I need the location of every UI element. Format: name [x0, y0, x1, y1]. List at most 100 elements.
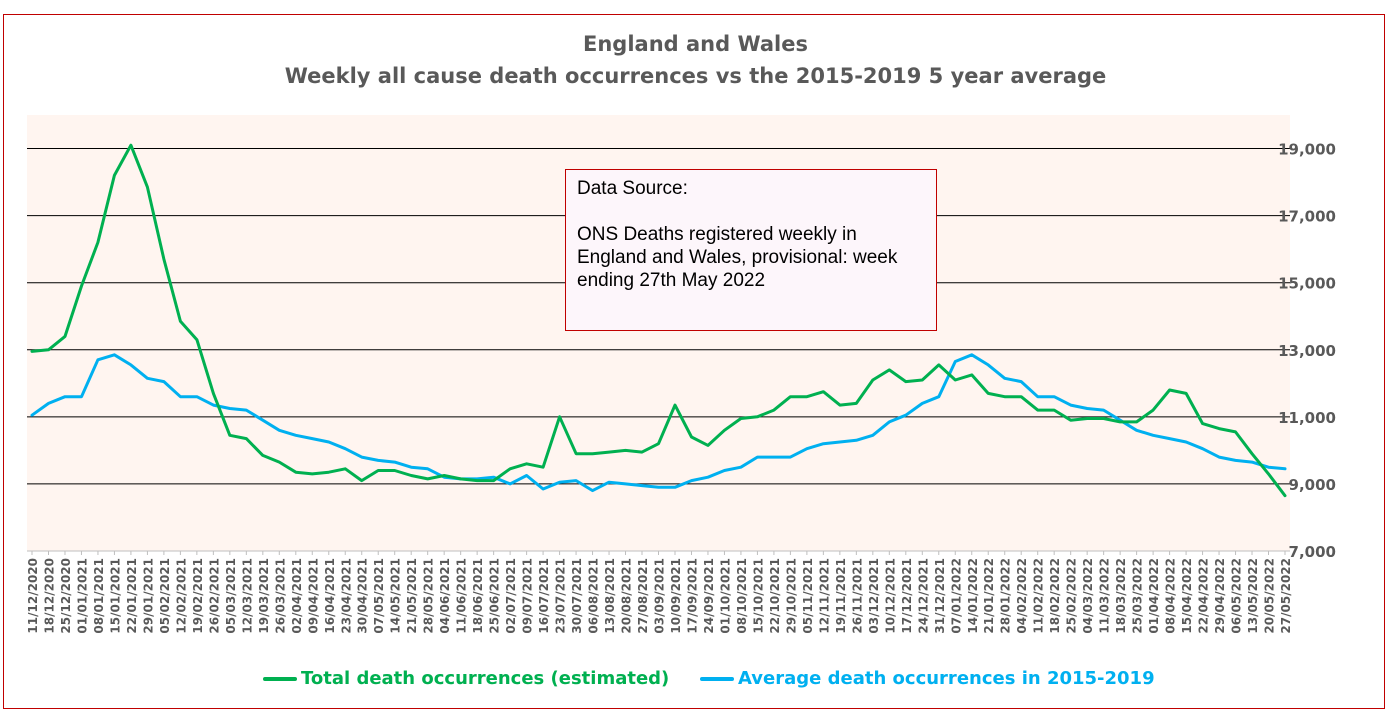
x-tick-label: 20/08/2021 [620, 558, 634, 634]
x-tick-label: 18/12/2020 [42, 558, 56, 634]
x-tick-label: 14/01/2022 [966, 558, 980, 634]
legend-label-average: Average death occurrences in 2015-2019 [738, 668, 1155, 689]
x-tick-label: 02/07/2021 [504, 558, 518, 634]
x-tick-label: 29/04/2022 [1213, 558, 1227, 634]
x-tick-label: 07/05/2021 [372, 558, 386, 634]
legend-item-average: Average death occurrences in 2015-2019 [700, 668, 1155, 689]
x-tick-label: 05/02/2021 [158, 558, 172, 634]
x-tick-label: 23/04/2021 [339, 558, 353, 634]
y-tick-label: 19,000 [1278, 141, 1336, 159]
x-tick-label: 22/01/2021 [125, 558, 139, 634]
x-tick-label: 04/03/2022 [1081, 558, 1095, 634]
x-tick-label: 16/04/2021 [323, 558, 337, 634]
x-tick-label: 01/10/2021 [718, 558, 732, 634]
x-tick-label: 24/09/2021 [702, 558, 716, 634]
x-tick-label: 15/04/2022 [1180, 558, 1194, 634]
x-tick-label: 16/07/2021 [537, 558, 551, 634]
x-tick-label: 13/08/2021 [603, 558, 617, 634]
source-text: ONS Deaths registered weekly in England … [577, 224, 898, 291]
x-tick-label: 08/04/2022 [1164, 558, 1178, 634]
x-tick-label: 05/11/2021 [801, 558, 815, 634]
series-line-total [30, 143, 1287, 498]
x-tick-label: 07/01/2022 [949, 558, 963, 634]
x-tick-label: 22/04/2022 [1197, 558, 1211, 634]
x-tick-label: 11/12/2020 [26, 558, 40, 634]
series-lines [30, 143, 1287, 498]
x-tick-label: 12/02/2021 [174, 558, 188, 634]
x-tick-label: 26/11/2021 [850, 558, 864, 634]
x-tick-label: 23/07/2021 [554, 558, 568, 634]
legend-label-total: Total death occurrences (estimated) [301, 668, 670, 689]
y-tick-label: 9,000 [1289, 476, 1336, 494]
x-tick-label: 26/03/2021 [273, 558, 287, 634]
x-tick-label: 19/11/2021 [834, 558, 848, 634]
x-tick-label: 28/01/2022 [999, 558, 1013, 634]
x-tick-label: 29/10/2021 [784, 558, 798, 634]
source-heading: Data Source: [577, 178, 688, 199]
x-tick-label: 11/02/2022 [1032, 558, 1046, 634]
x-tick-label: 11/03/2022 [1098, 558, 1112, 634]
data-source-box: Data Source: ONS Deaths registered weekl… [565, 169, 937, 331]
x-tick-label: 03/12/2021 [867, 558, 881, 634]
legend-swatch-total [263, 676, 297, 681]
chart-title: England and Wales [583, 32, 808, 56]
x-tick-label: 21/05/2021 [405, 558, 419, 634]
x-tick-label: 01/04/2022 [1147, 558, 1161, 634]
x-tick-label: 31/12/2021 [933, 558, 947, 634]
x-tick-label: 18/02/2022 [1048, 558, 1062, 634]
x-tick-label: 09/04/2021 [306, 558, 320, 634]
x-tick-label: 17/12/2021 [900, 558, 914, 634]
x-tick-label: 08/10/2021 [735, 558, 749, 634]
x-tick-label: 05/03/2021 [224, 558, 238, 634]
x-tick-label: 01/01/2021 [75, 558, 89, 634]
x-tick-label: 13/05/2022 [1246, 558, 1260, 634]
x-tick-label: 10/09/2021 [669, 558, 683, 634]
x-tick-label: 06/08/2021 [587, 558, 601, 634]
x-tick-label: 27/08/2021 [636, 558, 650, 634]
y-tick-label: 17,000 [1278, 208, 1336, 226]
x-tick-label: 08/01/2021 [92, 558, 106, 634]
legend: Total death occurrences (estimated) Aver… [0, 668, 1391, 694]
x-tick-label: 22/10/2021 [768, 558, 782, 634]
x-tick-label: 04/02/2022 [1015, 558, 1029, 634]
series-line-average [30, 353, 1287, 493]
x-tick-label: 04/06/2021 [438, 558, 452, 634]
x-tick-label: 15/10/2021 [751, 558, 765, 634]
y-tick-label: 7,000 [1289, 543, 1336, 561]
x-tick-label: 30/07/2021 [570, 558, 584, 634]
x-axis-ticks: 11/12/2020 18/12/2020 25/12/2020 01/01/2021… [26, 551, 1293, 634]
x-tick-label: 03/09/2021 [653, 558, 667, 634]
y-tick-label: 15,000 [1278, 275, 1336, 293]
x-tick-label: 02/04/2021 [290, 558, 304, 634]
x-tick-label: 18/03/2022 [1114, 558, 1128, 634]
x-tick-label: 09/07/2021 [521, 558, 535, 634]
x-tick-label: 19/03/2021 [257, 558, 271, 634]
legend-item-total: Total death occurrences (estimated) [263, 668, 669, 689]
x-tick-label: 28/05/2021 [422, 558, 436, 634]
x-tick-label: 25/06/2021 [488, 558, 502, 634]
x-tick-label: 17/09/2021 [685, 558, 699, 634]
x-tick-label: 27/05/2022 [1279, 558, 1293, 634]
y-tick-label: 11,000 [1278, 409, 1336, 427]
x-tick-label: 26/02/2021 [207, 558, 221, 634]
x-tick-label: 06/05/2022 [1230, 558, 1244, 634]
x-tick-label: 14/05/2021 [389, 558, 403, 634]
x-tick-label: 29/01/2021 [141, 558, 155, 634]
legend-swatch-average [700, 676, 734, 681]
x-tick-label: 18/06/2021 [471, 558, 485, 634]
x-tick-label: 15/01/2021 [108, 558, 122, 634]
y-tick-label: 13,000 [1278, 342, 1336, 360]
x-tick-label: 25/12/2020 [59, 558, 73, 634]
y-axis-ticks: 7,000 9,000 11,000 13,000 15,000 17,000 19,000 [1278, 141, 1336, 561]
x-tick-label: 19/02/2021 [191, 558, 205, 634]
chart-subtitle: Weekly all cause death occurrences vs th… [284, 64, 1107, 88]
x-tick-label: 30/04/2021 [356, 558, 370, 634]
x-tick-label: 12/03/2021 [240, 558, 254, 634]
x-tick-label: 12/11/2021 [817, 558, 831, 634]
x-tick-label: 10/12/2021 [883, 558, 897, 634]
x-tick-label: 25/02/2022 [1065, 558, 1079, 634]
x-tick-label: 25/03/2022 [1131, 558, 1145, 634]
x-tick-label: 21/01/2022 [982, 558, 996, 634]
x-tick-label: 20/05/2022 [1263, 558, 1277, 634]
